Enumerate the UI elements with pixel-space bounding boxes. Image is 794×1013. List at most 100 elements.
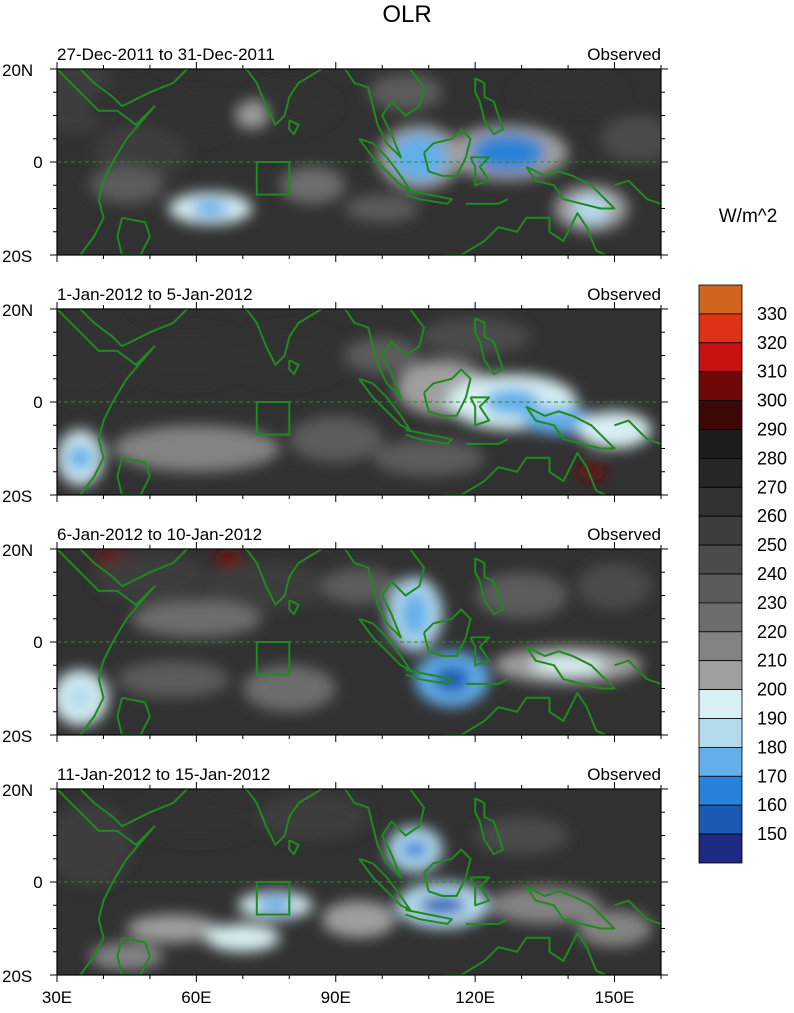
coastline (79, 549, 188, 588)
panel-date-label: 1-Jan-2012 to 5-Jan-2012 (57, 285, 253, 304)
olr-feature (321, 567, 397, 605)
olr-feature (149, 92, 243, 139)
olr-feature (419, 895, 466, 915)
colorbar-swatch (698, 718, 743, 748)
olr-feature (321, 900, 397, 938)
coastline (116, 936, 151, 975)
olr-feature (57, 802, 132, 887)
x-tick-label: 60E (181, 988, 211, 1007)
coastline (79, 69, 188, 108)
coastline (525, 885, 616, 930)
coastline (614, 899, 661, 925)
x-tick-label: 120E (455, 988, 495, 1007)
olr-feature (57, 309, 132, 402)
coastline (423, 368, 472, 417)
coastline (423, 848, 472, 897)
coastline (474, 77, 504, 136)
coastline (442, 452, 606, 495)
y-tick-label: 20S (2, 967, 32, 986)
x-tick-label: 150E (595, 988, 635, 1007)
coastline (405, 188, 453, 205)
olr-feature (66, 683, 95, 712)
olr-field (57, 549, 661, 735)
y-tick-label: 20S (2, 727, 32, 746)
coastline (423, 128, 472, 177)
y-tick-label: 0 (33, 633, 42, 652)
colorbar-level-label: 180 (757, 737, 787, 757)
y-tick-label: 20N (2, 301, 33, 320)
colorbar-swatch (698, 775, 743, 806)
colorbar-level-label: 240 (757, 564, 787, 584)
colorbar-level-label: 230 (757, 593, 787, 613)
coastline (465, 198, 509, 205)
coastline (525, 165, 616, 210)
colorbar-level-label: 270 (757, 477, 787, 497)
reference-box (255, 881, 291, 916)
olr-feature (372, 439, 485, 477)
colorbar-level-label: 170 (757, 766, 787, 786)
colorbar-level-label: 160 (757, 795, 787, 815)
colorbar-level-label: 290 (757, 420, 787, 440)
olr-feature (214, 549, 243, 568)
colorbar: 330 320 310 300 290 280 270 260 250 240 230 220 210 2… (698, 284, 787, 864)
coastline (405, 908, 453, 925)
y-tick-label: 20N (2, 61, 33, 80)
olr-feature (475, 572, 569, 619)
coastline (469, 396, 491, 427)
olr-feature (205, 923, 281, 952)
panel-source-label: Observed (587, 525, 661, 544)
coastline (525, 405, 616, 450)
colorbar-swatch (698, 573, 743, 604)
olr-feature (238, 101, 267, 130)
figure-title: OLR (382, 1, 431, 28)
olr-feature (94, 553, 206, 601)
x-tick-label: 30E (42, 988, 72, 1007)
olr-field (57, 789, 661, 975)
colorbar-swatch (698, 544, 743, 575)
colorbar-level-label: 330 (757, 304, 787, 324)
colorbar-level-label: 220 (757, 622, 787, 642)
olr-feature (475, 816, 569, 855)
y-tick-label: 20S (2, 487, 32, 506)
olr-feature (242, 82, 336, 130)
olr-feature (345, 194, 420, 223)
colorbar-swatch (698, 689, 743, 719)
colorbar-swatch (698, 515, 743, 546)
reference-box (255, 401, 291, 436)
olr-feature (131, 793, 262, 841)
coastline (116, 456, 151, 495)
reference-box (255, 161, 291, 196)
coastline (228, 69, 323, 126)
colorbar-units: W/m^2 (719, 206, 778, 227)
coastline (405, 668, 453, 685)
y-tick-label: 20N (2, 541, 33, 560)
colorbar-level-label: 300 (757, 391, 787, 411)
olr-feature (600, 115, 661, 162)
olr-panel: 1-Jan-2012 to 5-Jan-2012 Observed 20N 0 20S (2, 285, 668, 506)
coastline (79, 789, 188, 828)
coastline (442, 692, 606, 735)
panel-source-label: Observed (587, 765, 661, 784)
colorbar-swatch (698, 400, 743, 430)
olr-feature (572, 194, 610, 223)
y-tick-label: 0 (33, 873, 42, 892)
x-tick-labels: 30E 60E 90E 120E 150E (42, 988, 635, 1007)
coastline (474, 317, 504, 376)
coastline (344, 69, 425, 159)
coastline (344, 309, 425, 399)
coastline (288, 839, 300, 856)
colorbar-swatch (698, 602, 743, 633)
olr-feature (89, 166, 164, 204)
coastline (57, 549, 156, 735)
coastline (57, 309, 156, 495)
colorbar-swatch (698, 660, 743, 691)
coastline (614, 179, 661, 205)
olr-feature (512, 73, 624, 111)
panel-date-label: 27-Dec-2011 to 31-Dec-2011 (57, 45, 275, 64)
olr-feature (530, 655, 606, 675)
panel-date-label: 6-Jan-2012 to 10-Jan-2012 (57, 525, 262, 544)
olr-panel: 11-Jan-2012 to 15-Jan-2012 Observed 20N 0 20… (2, 765, 668, 986)
coastline (423, 608, 472, 657)
coastline (79, 309, 188, 348)
olr-feature (289, 415, 383, 463)
